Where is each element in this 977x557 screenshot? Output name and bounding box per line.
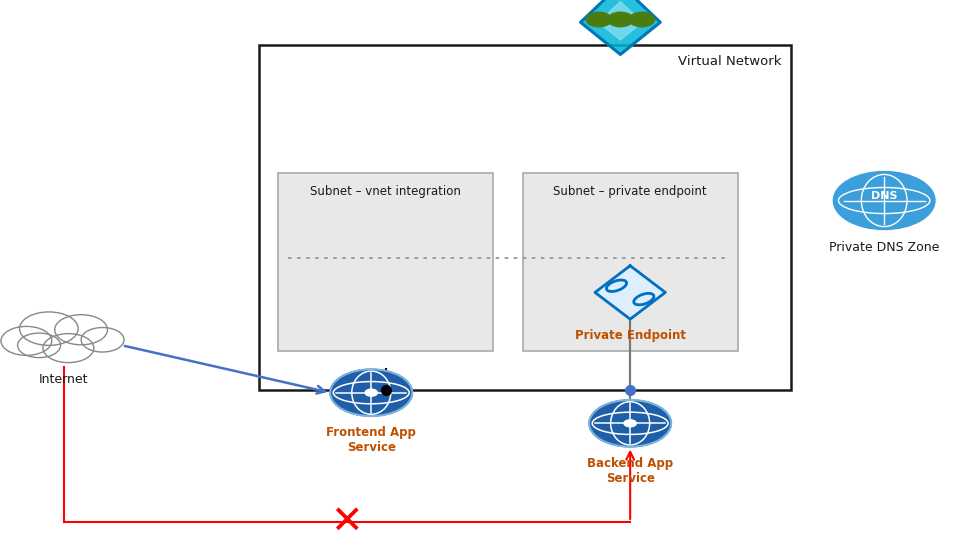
Circle shape [43, 334, 94, 363]
Text: Subnet – private endpoint: Subnet – private endpoint [553, 185, 707, 198]
Circle shape [81, 328, 124, 352]
Circle shape [55, 315, 107, 345]
Bar [523, 173, 738, 351]
Text: Backend App
Service: Backend App Service [587, 457, 673, 485]
Bar [259, 45, 791, 390]
Circle shape [586, 12, 612, 27]
Polygon shape [595, 266, 665, 319]
Circle shape [624, 420, 636, 427]
Text: Internet: Internet [39, 373, 88, 386]
Bar [278, 173, 493, 351]
Circle shape [589, 400, 671, 447]
Text: Frontend App
Service: Frontend App Service [326, 426, 416, 454]
Circle shape [1, 326, 52, 355]
Circle shape [629, 12, 655, 27]
Circle shape [608, 12, 633, 27]
Circle shape [330, 369, 412, 416]
Text: ✕: ✕ [330, 503, 363, 541]
Text: Private DNS Zone: Private DNS Zone [829, 241, 939, 253]
Text: Virtual Network: Virtual Network [678, 55, 782, 67]
Text: DNS: DNS [871, 191, 898, 201]
Circle shape [833, 172, 935, 229]
Polygon shape [580, 0, 660, 55]
Circle shape [20, 312, 78, 345]
Text: Private Endpoint: Private Endpoint [574, 329, 686, 341]
Circle shape [18, 333, 61, 358]
Polygon shape [599, 2, 642, 40]
Text: Subnet – vnet integration: Subnet – vnet integration [311, 185, 461, 198]
Circle shape [365, 389, 377, 396]
